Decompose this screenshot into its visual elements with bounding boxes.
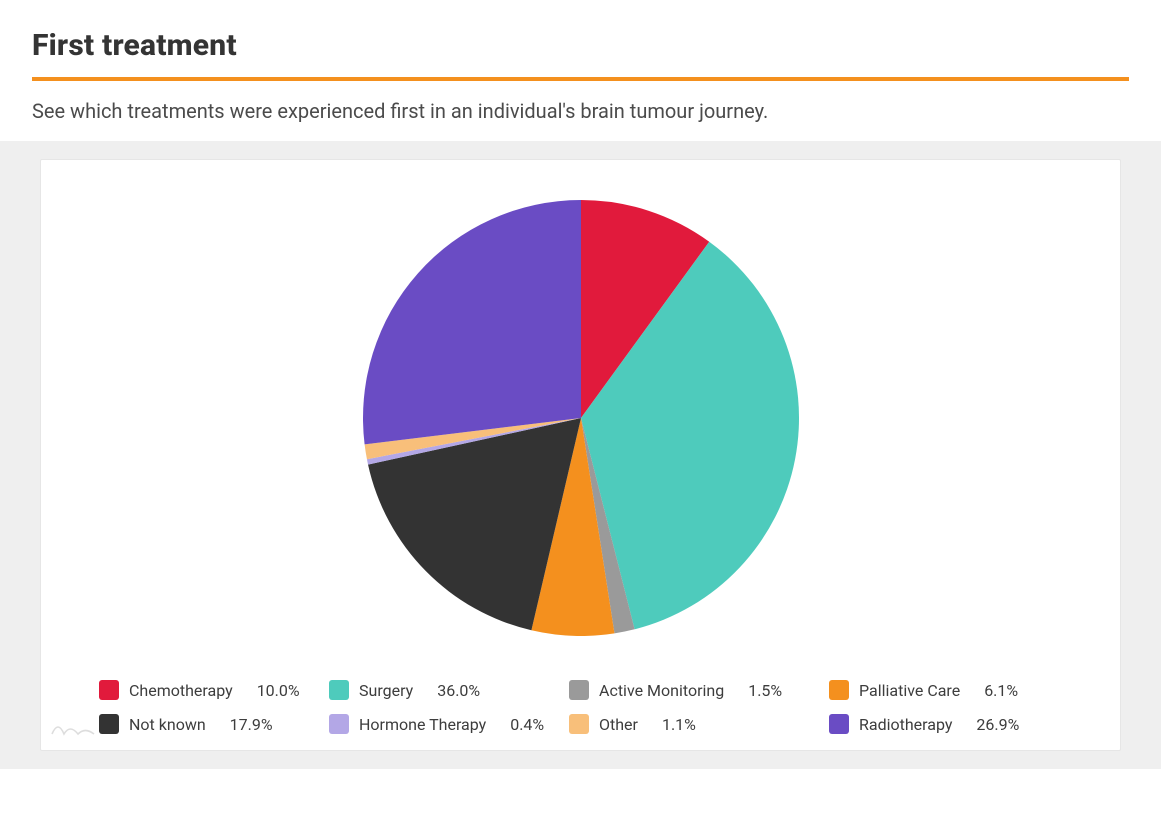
legend-percentage: 6.1%	[984, 681, 1018, 700]
legend-item[interactable]: Palliative Care 6.1%	[829, 680, 1079, 700]
legend-swatch	[569, 680, 589, 700]
page-subtitle: See which treatments were experienced fi…	[32, 99, 1129, 123]
legend-item[interactable]: Chemotherapy 10.0%	[99, 680, 319, 700]
legend-swatch	[829, 714, 849, 734]
legend-item[interactable]: Surgery 36.0%	[329, 680, 559, 700]
legend-label: Not known	[129, 715, 206, 734]
legend-item[interactable]: Active Monitoring 1.5%	[569, 680, 819, 700]
legend-percentage: 17.9%	[230, 715, 273, 734]
page: First treatment See which treatments wer…	[0, 0, 1161, 814]
pie-slice[interactable]	[363, 200, 581, 444]
legend-percentage: 26.9%	[976, 715, 1019, 734]
legend-item[interactable]: Radiotherapy 26.9%	[829, 714, 1079, 734]
legend-swatch	[99, 714, 119, 734]
legend-percentage: 0.4%	[510, 715, 544, 734]
legend-percentage: 10.0%	[257, 681, 300, 700]
legend-label: Radiotherapy	[859, 715, 952, 734]
legend-label: Chemotherapy	[129, 681, 233, 700]
page-title: First treatment	[32, 28, 1129, 63]
legend-swatch	[569, 714, 589, 734]
legend-swatch	[329, 680, 349, 700]
chart-card: Chemotherapy 10.0% Surgery 36.0% Active Moni…	[40, 159, 1121, 751]
pie-container	[71, 200, 1090, 636]
legend-percentage: 1.5%	[748, 681, 782, 700]
legend-label: Hormone Therapy	[359, 715, 486, 734]
legend-percentage: 36.0%	[437, 681, 480, 700]
legend-label: Other	[599, 715, 638, 734]
watermark-path	[52, 727, 94, 734]
legend-item[interactable]: Hormone Therapy 0.4%	[329, 714, 559, 734]
pie-chart	[363, 200, 799, 636]
legend: Chemotherapy 10.0% Surgery 36.0% Active Moni…	[71, 680, 1090, 734]
watermark-icon	[51, 718, 95, 742]
legend-swatch	[99, 680, 119, 700]
legend-swatch	[829, 680, 849, 700]
legend-label: Active Monitoring	[599, 681, 724, 700]
header-region: First treatment See which treatments wer…	[0, 0, 1161, 141]
title-rule	[32, 77, 1129, 81]
legend-item[interactable]: Not known 17.9%	[99, 714, 319, 734]
legend-label: Palliative Care	[859, 681, 960, 700]
legend-item[interactable]: Other 1.1%	[569, 714, 819, 734]
legend-label: Surgery	[359, 681, 413, 700]
chart-region: Chemotherapy 10.0% Surgery 36.0% Active Moni…	[0, 141, 1161, 769]
legend-swatch	[329, 714, 349, 734]
legend-percentage: 1.1%	[662, 715, 696, 734]
